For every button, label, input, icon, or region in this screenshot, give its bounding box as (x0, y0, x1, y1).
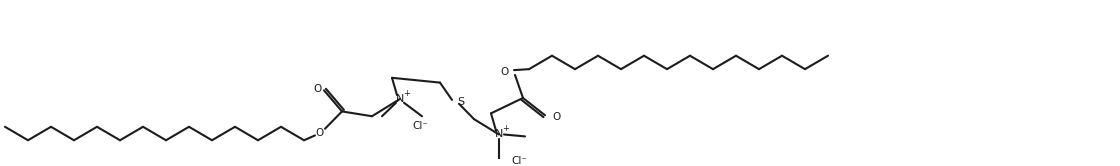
Text: N: N (495, 129, 503, 139)
Text: +: + (403, 89, 410, 98)
Text: O: O (552, 112, 560, 122)
Text: O: O (312, 84, 321, 94)
Text: +: + (503, 124, 510, 133)
Text: N: N (395, 94, 404, 104)
Text: S: S (457, 97, 464, 107)
Text: Cl⁻: Cl⁻ (511, 156, 526, 166)
Text: Cl⁻: Cl⁻ (412, 121, 428, 131)
Text: O: O (316, 127, 324, 138)
Text: O: O (501, 67, 508, 77)
